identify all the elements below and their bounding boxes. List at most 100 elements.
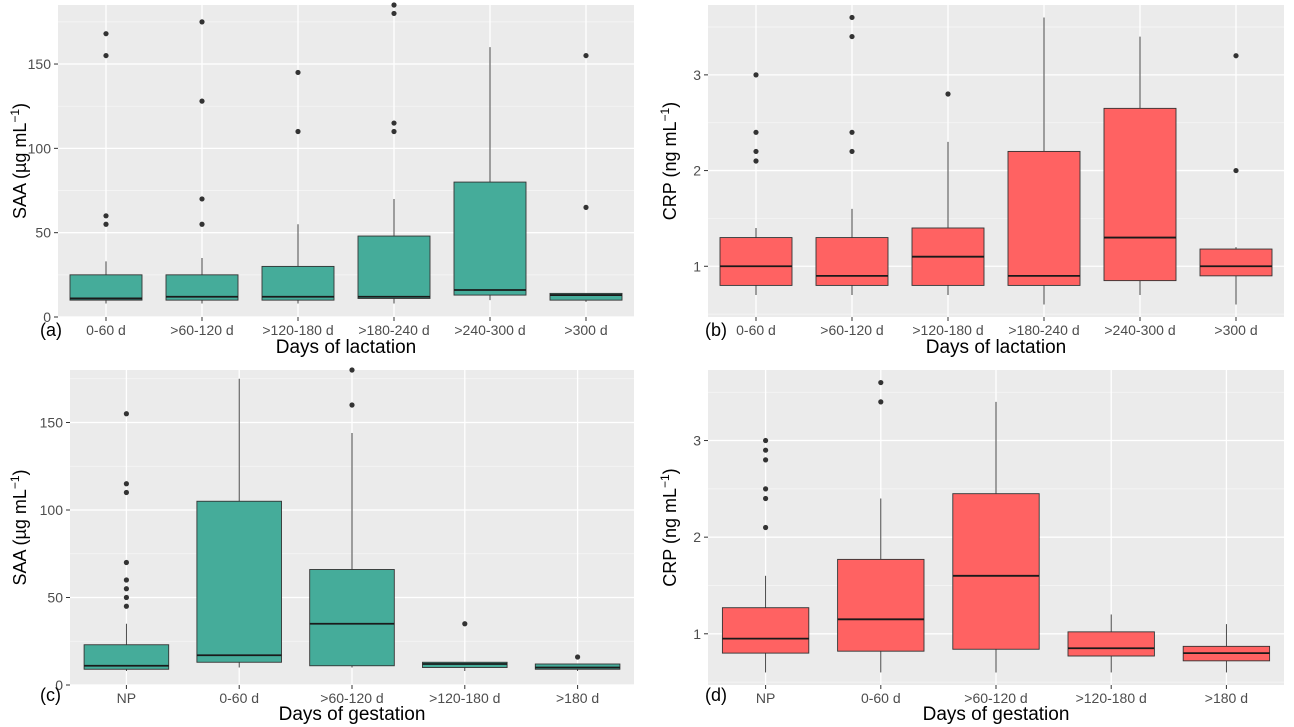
box-1 [719, 72, 793, 295]
y-axis-title-main: SAA (µg mL [10, 489, 30, 585]
x-tick-label: >60-120 d [170, 322, 233, 338]
y-tick-label: 150 [40, 415, 64, 431]
y-tick-label: 50 [35, 225, 51, 241]
y-axis-title-superscript: −1 [658, 107, 672, 121]
outlier-point [103, 221, 109, 227]
y-axis-title-close: ) [10, 103, 30, 109]
box-body [721, 607, 810, 654]
panel-a: 0 50 100 150 0-60 d >60-120 d >120-180 d >180-2… [8, 2, 634, 358]
box-body [1067, 631, 1155, 657]
x-tick-label: NP [756, 690, 775, 706]
y-axis-title: CRP (ng mL−1) [658, 468, 680, 586]
panel-c: 0 50 100 150 NP 0-60 d >60-120 d >120-180 d >180… [8, 367, 634, 725]
y-tick-label: 3 [693, 433, 701, 449]
outlier-point [849, 14, 855, 21]
outlier-point [1233, 53, 1239, 59]
outlier-point [103, 52, 109, 59]
x-tick-label: >300 d [1214, 322, 1257, 338]
outlier-point [849, 148, 855, 155]
x-tick-label: 0-60 d [861, 690, 901, 706]
box-body [837, 558, 925, 652]
box-body [1199, 248, 1273, 277]
y-tick-label: 0 [55, 677, 63, 693]
box-4 [1067, 614, 1155, 673]
outlier-point [391, 10, 397, 17]
outlier-point [575, 654, 581, 660]
y-axis-title-main: CRP (ng mL [660, 121, 680, 220]
y-axis-title-close: ) [10, 469, 30, 475]
panel-background [58, 5, 634, 317]
x-tick-label: >300 d [564, 322, 607, 338]
y-tick-label: 1 [693, 258, 701, 274]
y-tick-label: 0 [43, 309, 51, 325]
y-axis-title-superscript: −1 [8, 109, 22, 123]
outlier-point [103, 31, 109, 37]
outlier-point [583, 204, 589, 210]
x-tick-label: 0-60 d [736, 322, 776, 338]
box-1 [721, 437, 810, 673]
x-tick-label: 0-60 d [86, 322, 126, 338]
panel-label: (a) [40, 320, 62, 340]
outlier-point [462, 621, 468, 627]
y-axis-title-main: CRP (ng mL [660, 488, 680, 587]
outlier-point [753, 129, 759, 135]
y-axis-title-main: SAA (µg mL [10, 123, 30, 219]
y-tick-label: 50 [47, 590, 63, 606]
y-tick-label: 3 [693, 67, 701, 83]
box-4 [422, 621, 508, 671]
box-body [719, 237, 793, 286]
box-5 [1182, 624, 1271, 673]
outlier-point [199, 196, 205, 202]
panel-label: (c) [40, 685, 61, 705]
panel-background [708, 5, 1284, 317]
x-tick-label: >120-180 d [912, 322, 983, 338]
box-2 [196, 378, 282, 668]
y-tick-label: 100 [28, 140, 52, 156]
y-tick-label: 1 [693, 626, 701, 642]
x-tick-label: >180-240 d [1008, 322, 1079, 338]
y-tick-label: 100 [40, 502, 64, 518]
x-tick-label: >120-180 d [1076, 690, 1147, 706]
x-axis-title: Days of lactation [926, 337, 1066, 358]
box-3 [911, 91, 985, 295]
outlier-point [1233, 167, 1239, 174]
y-tick-label: 2 [693, 529, 701, 545]
outlier-point [763, 486, 769, 492]
outlier-point [123, 559, 129, 566]
outlier-point [199, 221, 205, 227]
outlier-point [123, 481, 129, 487]
box-body [952, 493, 1040, 650]
outlier-point [295, 128, 301, 135]
x-tick-label: 0-60 d [219, 690, 259, 706]
x-tick-label: >240-300 d [1104, 322, 1175, 338]
outlier-point [199, 98, 205, 104]
box-1 [83, 411, 170, 671]
box-2 [837, 379, 925, 673]
panel-b: 1 2 3 0-60 d >60-120 d >120-180 d >180-240 d >2… [658, 5, 1284, 358]
box-body [261, 265, 335, 301]
box-6 [549, 52, 623, 302]
outlier-point [753, 72, 759, 78]
y-axis-title: SAA (µg mL−1) [8, 103, 30, 219]
x-tick-label: >120-180 d [429, 690, 500, 706]
box-1 [69, 31, 143, 304]
x-tick-label: NP [117, 690, 136, 706]
box-body [549, 292, 623, 301]
outlier-point [103, 213, 109, 219]
outlier-point [123, 489, 129, 496]
outlier-point [945, 91, 951, 97]
x-axis-title: Days of gestation [923, 704, 1070, 725]
box-3 [261, 69, 335, 304]
x-tick-label: >120-180 d [262, 322, 333, 338]
box-2 [815, 14, 889, 295]
box-body [1007, 150, 1081, 286]
x-tick-label: >60-120 d [820, 322, 883, 338]
box-body [69, 274, 143, 301]
x-axis-title: Days of lactation [276, 337, 416, 358]
x-tick-label: >60-120 d [964, 690, 1027, 706]
outlier-point [583, 52, 589, 59]
y-axis-title: CRP (ng mL−1) [658, 102, 680, 220]
y-axis-title-close: ) [660, 468, 680, 474]
x-tick-label: >60-120 d [320, 690, 383, 706]
